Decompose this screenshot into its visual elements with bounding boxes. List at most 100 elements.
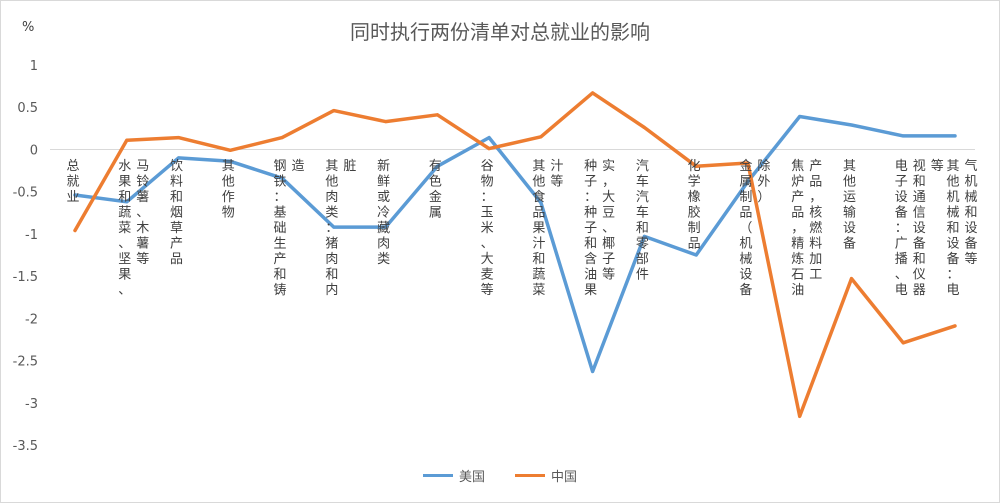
x-category-label-col: 其他机械和设备：电 <box>946 159 959 298</box>
data-point <box>487 147 491 151</box>
data-point <box>642 125 646 129</box>
data-point <box>332 109 336 113</box>
x-category-label-col: 化学橡胶制品 <box>688 159 701 252</box>
data-point <box>228 159 232 163</box>
x-category-label-col: 产品，核燃料加工 <box>809 159 822 283</box>
y-tick-label: -3 <box>25 397 38 412</box>
x-category-label: 其他作物 <box>222 159 235 221</box>
x-category-label-col: 其他作物 <box>222 159 235 221</box>
data-point <box>435 164 439 168</box>
x-category-label-col: 新鲜或冷藏肉类 <box>377 158 390 267</box>
legend-swatch <box>515 474 545 477</box>
y-axis-unit: % <box>22 20 35 35</box>
data-point <box>125 200 129 204</box>
data-point <box>953 134 957 138</box>
y-tick-label: 0.5 <box>17 101 38 116</box>
data-point <box>228 148 232 152</box>
x-category-label: 饮料和烟草产品 <box>170 159 183 267</box>
x-category-label-col: 金属制品（机械设备 <box>739 158 752 298</box>
y-tick-label: -2 <box>25 312 38 327</box>
x-category-label-col: 汁等 <box>550 159 563 190</box>
y-tick-label: -2.5 <box>13 355 38 370</box>
data-point <box>125 138 129 142</box>
x-category-label: 其他运输设备 <box>843 159 856 252</box>
legend-label: 中国 <box>551 470 578 485</box>
y-tick-label: -1 <box>25 228 38 243</box>
x-category-label-col: 有色金属 <box>429 159 442 221</box>
x-category-label-col: 钢铁：基础生产和铸 <box>274 159 287 298</box>
y-tick-label: 1 <box>30 59 38 74</box>
data-point <box>487 136 491 140</box>
data-point <box>798 115 802 119</box>
y-tick-label: 0 <box>30 143 38 158</box>
data-point <box>901 134 905 138</box>
x-category-label: 谷物：玉米、大麦等 <box>481 159 494 298</box>
data-point <box>384 225 388 229</box>
x-category-label: 总就业 <box>66 159 79 205</box>
data-point <box>901 341 905 345</box>
x-category-label-col: 气机械和设备等 <box>964 158 977 267</box>
data-point <box>694 164 698 168</box>
series-line-0 <box>73 114 957 374</box>
data-point <box>694 253 698 257</box>
x-category-label-col: 汽车汽车和零部件 <box>636 159 649 283</box>
data-point <box>539 201 543 205</box>
x-category-label-col: 其他肉类：猪肉和内 <box>325 159 338 298</box>
data-point <box>642 234 646 238</box>
x-category-label: 汽车汽车和零部件 <box>636 159 649 283</box>
legend-label: 美国 <box>458 470 485 485</box>
data-point <box>953 324 957 328</box>
x-category-label-col: 造 <box>292 159 305 174</box>
data-point <box>591 370 595 374</box>
data-point <box>73 229 77 233</box>
series-line-1 <box>73 91 957 419</box>
y-tick-label: -0.5 <box>13 186 38 201</box>
category-labels: 总就业 水果和蔬菜、坚果、马铃薯、木薯等 饮料和烟草产品 其他作物 钢铁：基础生产和铸造… <box>66 158 977 298</box>
data-point <box>746 180 750 184</box>
data-point <box>798 414 802 418</box>
data-point <box>849 123 853 127</box>
x-category-label: 新鲜或冷藏肉类 <box>377 158 390 267</box>
x-category-label-col: 焦炉产品，精炼石油 <box>791 159 804 298</box>
y-axis-ticks: 1 0.5 0 -0.5 -1 -1.5 -2 -2.5 -3 -3.5 <box>13 59 38 454</box>
x-category-label-col: 除外） <box>757 159 770 205</box>
data-point <box>539 135 543 139</box>
y-tick-label: -3.5 <box>13 439 38 454</box>
legend: 美国 中国 <box>0 466 1000 485</box>
data-point <box>746 161 750 165</box>
data-point <box>384 120 388 124</box>
x-category-label-col: 马铃薯、木薯等 <box>136 159 149 267</box>
data-point <box>435 113 439 117</box>
x-category-label-col: 谷物：玉米、大麦等 <box>481 159 494 298</box>
x-category-label-col: 脏 <box>343 159 356 174</box>
legend-item: 中国 <box>515 466 577 485</box>
data-point <box>849 277 853 281</box>
series-lines <box>73 91 957 419</box>
data-point <box>280 136 284 140</box>
x-category-label: 有色金属 <box>429 159 442 221</box>
y-tick-label: -1.5 <box>13 270 38 285</box>
x-category-label-col: 其他运输设备 <box>843 159 856 252</box>
legend-item: 美国 <box>422 466 485 485</box>
x-category-label-col: 种子：种子和含油果 <box>584 159 597 298</box>
data-point <box>73 193 77 197</box>
x-category-label-col: 水果和蔬菜、坚果、 <box>118 159 131 298</box>
x-category-label: 水果和蔬菜、坚果、马铃薯、木薯等 <box>118 159 149 298</box>
x-category-label-col: 视和通信设备和仪器 <box>913 159 926 298</box>
data-point <box>177 156 181 160</box>
data-point <box>280 176 284 180</box>
x-category-label-col: 饮料和烟草产品 <box>170 159 183 267</box>
x-category-label-col: 总就业 <box>66 159 79 205</box>
data-point <box>332 225 336 229</box>
x-category-label-col: 其他食品果汁和蔬菜 <box>532 159 545 298</box>
